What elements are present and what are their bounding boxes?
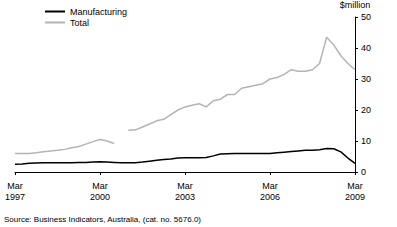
svg-text:1997: 1997 — [5, 192, 25, 202]
svg-text:Mar: Mar — [7, 181, 23, 191]
svg-text:2003: 2003 — [175, 192, 195, 202]
svg-text:Mar: Mar — [92, 181, 108, 191]
svg-text:$million: $million — [340, 0, 371, 10]
svg-text:10: 10 — [361, 136, 371, 146]
svg-text:2000: 2000 — [90, 192, 110, 202]
svg-text:Mar: Mar — [262, 181, 278, 191]
svg-text:0: 0 — [361, 167, 366, 177]
svg-text:40: 40 — [361, 43, 371, 53]
svg-text:Total: Total — [70, 18, 89, 28]
svg-text:Source: Business Indicators, A: Source: Business Indicators, Australia, … — [4, 215, 201, 224]
svg-text:Mar: Mar — [177, 181, 193, 191]
svg-text:20: 20 — [361, 105, 371, 115]
svg-text:2009: 2009 — [345, 192, 365, 202]
svg-text:Manufacturing: Manufacturing — [70, 7, 127, 17]
svg-text:50: 50 — [361, 12, 371, 22]
svg-text:Mar: Mar — [347, 181, 363, 191]
svg-text:30: 30 — [361, 74, 371, 84]
svg-text:2006: 2006 — [260, 192, 280, 202]
